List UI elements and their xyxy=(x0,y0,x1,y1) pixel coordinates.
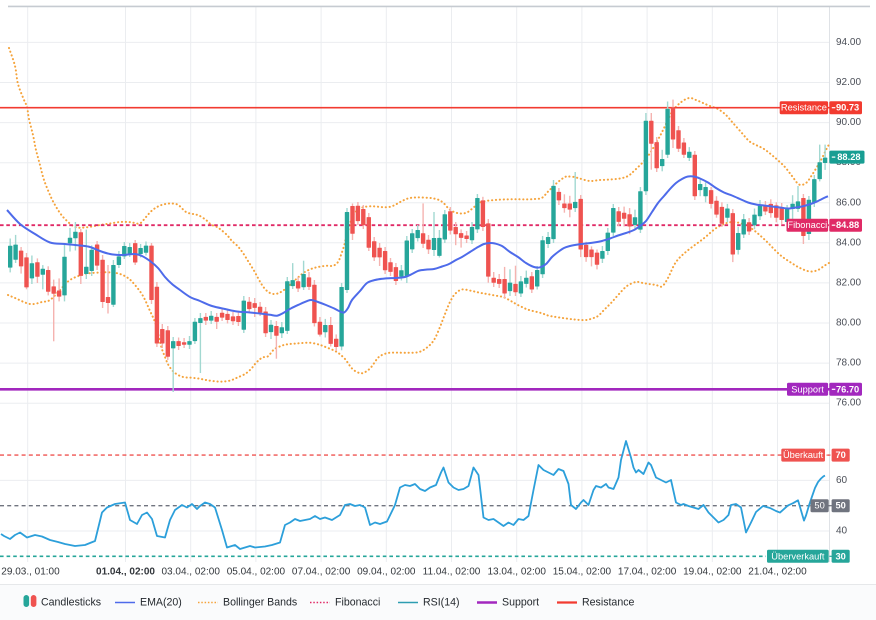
svg-text:92.00: 92.00 xyxy=(836,77,861,88)
svg-text:09.04., 02:00: 09.04., 02:00 xyxy=(357,566,416,577)
svg-text:84.88: 84.88 xyxy=(836,220,859,230)
svg-text:40: 40 xyxy=(836,526,848,537)
svg-text:15.04., 02:00: 15.04., 02:00 xyxy=(553,566,612,577)
svg-text:RSI(14): RSI(14) xyxy=(423,597,460,609)
svg-text:Fibonacci: Fibonacci xyxy=(335,597,380,609)
svg-text:Überverkauft: Überverkauft xyxy=(771,551,825,561)
svg-text:82.00: 82.00 xyxy=(836,277,861,288)
svg-text:88.28: 88.28 xyxy=(837,152,860,162)
svg-text:Support: Support xyxy=(502,597,539,609)
svg-text:90.73: 90.73 xyxy=(836,103,859,113)
svg-text:70: 70 xyxy=(836,450,846,460)
svg-text:Überkauft: Überkauft xyxy=(783,450,824,460)
svg-text:Fibonacci: Fibonacci xyxy=(787,220,827,230)
svg-text:76.70: 76.70 xyxy=(836,384,859,394)
svg-text:60: 60 xyxy=(836,475,848,486)
svg-text:03.04., 02:00: 03.04., 02:00 xyxy=(162,566,221,577)
svg-text:Candlesticks: Candlesticks xyxy=(41,597,101,609)
svg-text:76.00: 76.00 xyxy=(836,398,861,409)
svg-text:86.00: 86.00 xyxy=(836,197,861,208)
svg-text:Resistance: Resistance xyxy=(582,597,635,609)
svg-text:29.03., 01:00: 29.03., 01:00 xyxy=(1,566,60,577)
svg-text:17.04., 02:00: 17.04., 02:00 xyxy=(618,566,677,577)
svg-text:50: 50 xyxy=(814,501,824,511)
svg-text:94.00: 94.00 xyxy=(836,37,861,48)
svg-text:EMA(20): EMA(20) xyxy=(140,597,182,609)
svg-text:Bollinger Bands: Bollinger Bands xyxy=(223,597,297,609)
svg-text:Resistance: Resistance xyxy=(781,103,827,113)
svg-text:11.04., 02:00: 11.04., 02:00 xyxy=(423,566,481,577)
svg-text:Support: Support xyxy=(791,384,824,394)
svg-text:80.00: 80.00 xyxy=(836,318,861,329)
svg-text:90.00: 90.00 xyxy=(836,117,861,128)
svg-text:78.00: 78.00 xyxy=(836,358,861,369)
svg-text:05.04., 02:00: 05.04., 02:00 xyxy=(227,566,286,577)
svg-text:13.04., 02:00: 13.04., 02:00 xyxy=(488,566,547,577)
svg-text:30: 30 xyxy=(836,551,846,561)
svg-text:19.04., 02:00: 19.04., 02:00 xyxy=(683,566,742,577)
svg-text:21.04., 02:00: 21.04., 02:00 xyxy=(748,566,807,577)
svg-text:84.00: 84.00 xyxy=(836,237,861,248)
svg-text:01.04., 02:00: 01.04., 02:00 xyxy=(96,566,155,577)
svg-text:07.04., 02:00: 07.04., 02:00 xyxy=(292,566,351,577)
svg-text:50: 50 xyxy=(836,501,846,511)
